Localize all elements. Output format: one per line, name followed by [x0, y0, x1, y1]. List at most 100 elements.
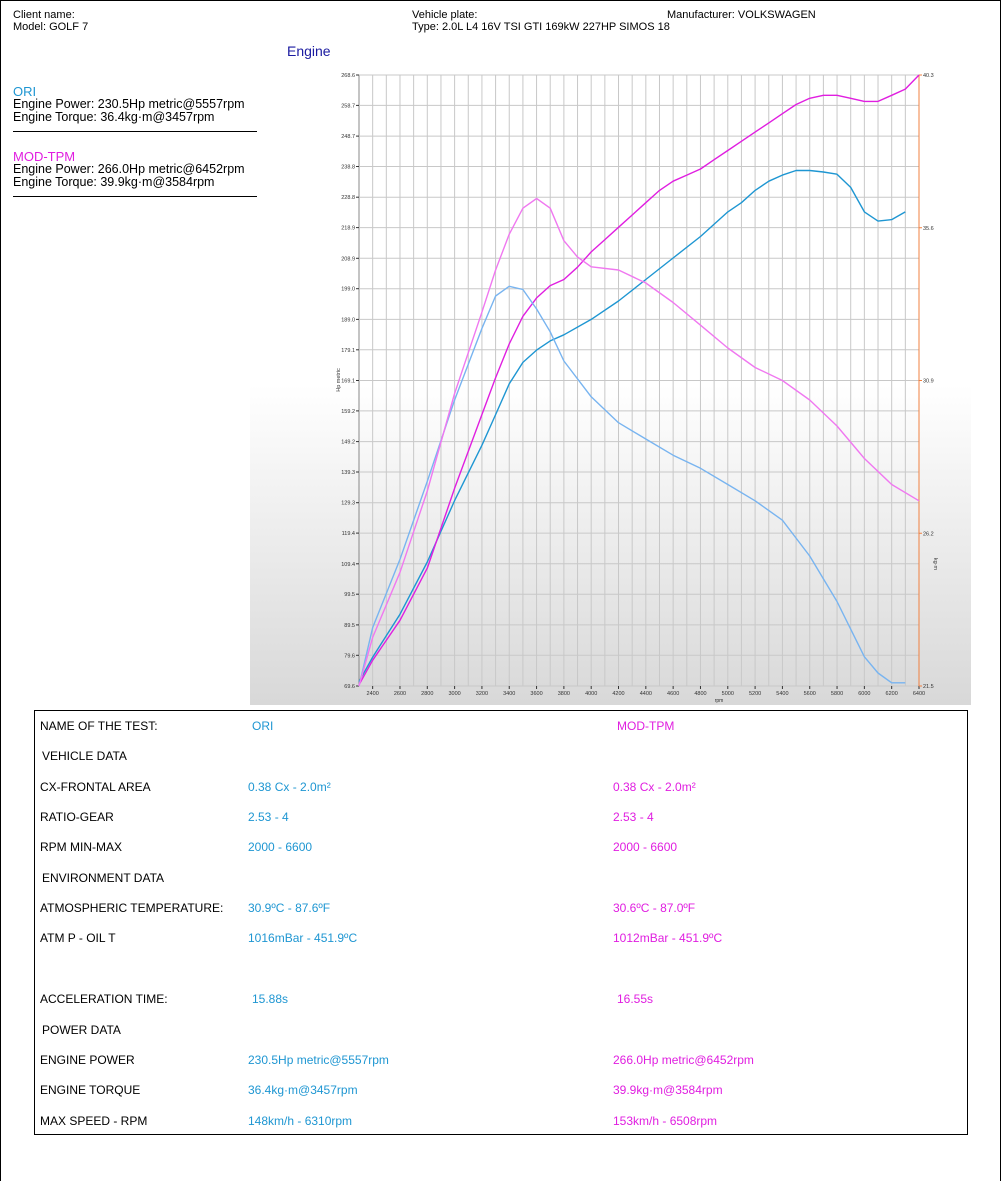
row-value-ori: ORI	[252, 719, 274, 733]
y-tick-label: 208.9	[341, 256, 355, 262]
y-tick-label: 79.6	[344, 653, 355, 659]
x-tick-label: 3000	[448, 691, 460, 697]
x-tick-label: 2600	[394, 691, 406, 697]
dyno-chart: 268.6 258.7 248.7 238.8 228.8 218.9 208.9 199.0…	[336, 73, 938, 704]
y-tick-label: 109.4	[341, 562, 355, 568]
x-tick-label: 6400	[913, 691, 925, 697]
row-value-ori: 36.4kg·m@3457rpm	[248, 1083, 358, 1097]
legend-ori-name: ORI	[13, 84, 37, 99]
legend-mod-power: Engine Power: 266.0Hp metric@6452rpm	[13, 162, 245, 176]
x-tick-label: 5800	[831, 691, 843, 697]
table-row	[35, 959, 967, 979]
y-tick-label: 228.8	[341, 195, 355, 201]
table-row: ENVIRONMENT DATA	[35, 868, 967, 888]
x-tick-label: 3600	[530, 691, 542, 697]
row-value-ori: 148km/h - 6310rpm	[248, 1114, 353, 1128]
table-row: ATM P - OIL T 1016mBar - 451.9ºC 1012mBar …	[35, 928, 967, 948]
chart-title: Engine	[287, 43, 331, 59]
legend-mod-torque: Engine Torque: 39.9kg·m@3584rpm	[13, 175, 215, 189]
row-value-ori: 230.5Hp metric@5557rpm	[248, 1053, 389, 1067]
row-value-mod: 2.53 - 4	[613, 810, 654, 824]
vehicle-type-label: Type: 2.0L L4 16V TSI GTI 169kW 227HP SI…	[412, 21, 670, 33]
y-tick-label: 258.7	[341, 103, 355, 109]
y-axis-label: Hp metric	[336, 368, 342, 392]
row-label: RPM MIN-MAX	[40, 840, 122, 854]
row-value-mod: 30.6ºC - 87.0ºF	[613, 901, 696, 915]
y-tick-label: 69.6	[344, 684, 355, 690]
y2-tick-label: 40.3	[923, 73, 934, 79]
table-row: ENGINE POWER 230.5Hp metric@5557rpm 266.0H…	[35, 1050, 967, 1070]
row-label: CX-FRONTAL AREA	[40, 780, 151, 794]
table-row: CX-FRONTAL AREA 0.38 Cx - 2.0m² 0.38 Cx - …	[35, 777, 967, 797]
x-tick-label: 2800	[421, 691, 433, 697]
legend-divider	[13, 196, 257, 197]
legend-ori-power: Engine Power: 230.5Hp metric@5557rpm	[13, 97, 245, 111]
table-row: RATIO-GEAR 2.53 - 4 2.53 - 4	[35, 807, 967, 827]
legend-ori-torque: Engine Torque: 36.4kg·m@3457rpm	[13, 110, 215, 124]
legend-mod-name: MOD-TPM	[13, 149, 76, 164]
y-tick-label: 218.9	[341, 226, 355, 232]
series-line-ori-power	[358, 169, 906, 683]
row-value-ori: 2000 - 6600	[248, 840, 313, 854]
table-row: VEHICLE DATA	[35, 746, 967, 766]
row-label: POWER DATA	[42, 1023, 121, 1037]
y2-tick-label: 35.6	[923, 226, 934, 232]
x-tick-label: 4400	[640, 691, 652, 697]
table-row: RPM MIN-MAX 2000 - 6600 2000 - 6600	[35, 837, 967, 857]
table-row: ACCELERATION TIME: 15.88s 16.55s	[35, 989, 967, 1009]
row-value-mod: 266.0Hp metric@6452rpm	[613, 1053, 754, 1067]
row-value-mod: 1012mBar - 451.9ºC	[613, 931, 723, 945]
legend-divider	[13, 131, 257, 132]
y-tick-label: 139.3	[341, 470, 355, 476]
y2-tick-label: 21.5	[923, 684, 934, 690]
x-tick-label: 5200	[749, 691, 761, 697]
y2-tick-label: 30.9	[923, 379, 934, 385]
y-tick-label: 248.7	[341, 134, 355, 140]
legend-mod: MOD-TPM Engine Power: 266.0Hp metric@645…	[13, 150, 257, 197]
y-tick-label: 179.1	[341, 348, 355, 354]
row-value-ori: 2.53 - 4	[248, 810, 289, 824]
legend-ori: ORI Engine Power: 230.5Hp metric@5557rpm…	[13, 85, 257, 132]
table-row: ENGINE TORQUE 36.4kg·m@3457rpm 39.9kg·m@35…	[35, 1080, 967, 1100]
x-tick-label: 3200	[476, 691, 488, 697]
row-value-ori: 0.38 Cx - 2.0m²	[248, 780, 331, 794]
row-value-mod: 153km/h - 6508rpm	[613, 1114, 718, 1128]
x-tick-label: 2400	[367, 691, 379, 697]
row-label: MAX SPEED - RPM	[40, 1114, 148, 1128]
series-line-ori-torque	[358, 285, 906, 687]
y-tick-label: 238.8	[341, 164, 355, 170]
x-tick-label: 5000	[722, 691, 734, 697]
y-tick-label: 159.2	[341, 409, 355, 415]
series-line-mod-tpm-power	[358, 74, 920, 686]
row-label: ATMOSPHERIC TEMPERATURE:	[40, 901, 224, 915]
row-value-ori: 30.9ºC - 87.6ºF	[248, 901, 331, 915]
model-label: Model: GOLF 7	[13, 21, 89, 33]
y-tick-label: 189.0	[341, 317, 355, 323]
row-label: VEHICLE DATA	[42, 749, 127, 763]
y2-tick-label: 26.2	[923, 531, 934, 537]
x-tick-label: 6000	[858, 691, 870, 697]
y-tick-label: 149.2	[341, 440, 355, 446]
row-label: RATIO-GEAR	[40, 810, 114, 824]
row-label: ENGINE TORQUE	[40, 1083, 141, 1097]
table-row: NAME OF THE TEST: ORI MOD-TPM	[35, 716, 967, 736]
row-label: ENVIRONMENT DATA	[42, 871, 165, 885]
x-tick-label: 5400	[776, 691, 788, 697]
client-name-label: Client name:	[13, 9, 75, 21]
table-row: MAX SPEED - RPM 148km/h - 6310rpm 153km/h …	[35, 1111, 967, 1131]
x-tick-label: 4800	[694, 691, 706, 697]
y-tick-label: 268.6	[341, 73, 355, 79]
x-tick-label: 4200	[612, 691, 624, 697]
row-value-ori: 1016mBar - 451.9ºC	[248, 931, 358, 945]
row-label: ATM P - OIL T	[40, 931, 116, 945]
manufacturer-label: Manufacturer: VOLKSWAGEN	[667, 9, 816, 21]
x-tick-label: 6200	[886, 691, 898, 697]
y-tick-label: 169.1	[341, 379, 355, 385]
y-tick-label: 129.3	[341, 501, 355, 507]
table-row: POWER DATA	[35, 1020, 967, 1040]
x-tick-label: 3400	[503, 691, 515, 697]
row-value-mod: 0.38 Cx - 2.0m²	[613, 780, 696, 794]
test-data-table: NAME OF THE TEST: ORI MOD-TPM VEHICLE DATA C…	[34, 710, 968, 1135]
y-tick-label: 89.5	[344, 623, 355, 629]
